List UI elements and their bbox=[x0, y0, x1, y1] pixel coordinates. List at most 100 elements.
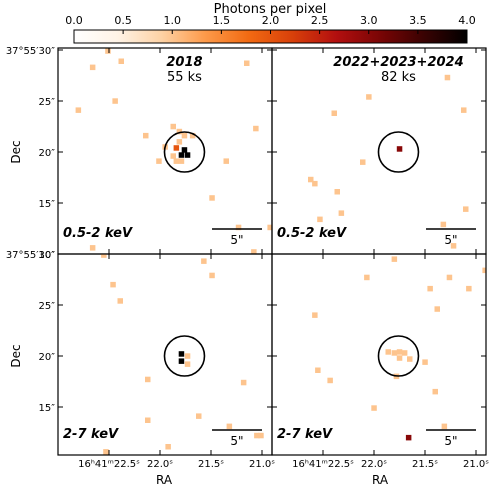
colorbar-title: Photons per pixel bbox=[214, 2, 327, 17]
scale-bar-label: 5" bbox=[444, 434, 457, 448]
photon-pixel bbox=[181, 147, 188, 153]
photon-pixel bbox=[422, 359, 428, 365]
photon-pixel bbox=[223, 158, 229, 164]
colorbar-tick-label: 1.5 bbox=[213, 14, 231, 27]
photon-pixel bbox=[201, 258, 207, 264]
dec-tick-label: 20″ bbox=[39, 352, 56, 363]
photon-pixel bbox=[396, 349, 403, 355]
photon-pixel bbox=[170, 153, 176, 159]
photon-pixel bbox=[105, 48, 111, 54]
energy-band-label: 2-7 keV bbox=[63, 427, 119, 442]
photon-pixel bbox=[173, 158, 180, 164]
photon-pixel bbox=[178, 351, 185, 357]
source-region-circle bbox=[377, 131, 420, 173]
photon-pixel bbox=[385, 349, 391, 355]
photon-pixel bbox=[371, 405, 377, 411]
photon-pixel bbox=[427, 285, 433, 292]
photon-pixel bbox=[117, 298, 123, 304]
photon-pixel bbox=[273, 84, 279, 90]
photon-pixel bbox=[391, 350, 398, 356]
photon-pixel bbox=[145, 417, 151, 423]
photon-pixel bbox=[178, 358, 185, 364]
photon-group bbox=[312, 256, 491, 441]
photon-pixel bbox=[258, 432, 264, 439]
energy-band-label: 0.5-2 keV bbox=[277, 226, 347, 241]
photon-pixel bbox=[488, 306, 491, 312]
photon-pixel bbox=[178, 152, 185, 158]
photon-pixel bbox=[463, 206, 469, 212]
photon-pixel bbox=[396, 355, 403, 361]
source-region-circle bbox=[377, 335, 420, 377]
photon-pixel bbox=[441, 423, 448, 430]
photon-pixel bbox=[240, 379, 247, 386]
photon-pixel bbox=[407, 356, 413, 362]
ra-tick-label: 16ʰ41ᵐ22.5ˢ bbox=[292, 459, 354, 470]
photon-pixel bbox=[391, 256, 398, 262]
dec-tick-label: 37°55′30″ bbox=[6, 46, 55, 57]
photon-pixel bbox=[312, 180, 318, 187]
epoch-label: 2022+2023+2024 bbox=[333, 55, 463, 70]
photon-pixel bbox=[181, 132, 188, 139]
scale-bar-label: 5" bbox=[444, 233, 457, 247]
photon-pixel bbox=[184, 152, 191, 158]
colorbar-tick-label: 2.0 bbox=[262, 14, 280, 27]
dec-tick-label: 20″ bbox=[39, 148, 56, 159]
photon-pixel bbox=[170, 123, 176, 130]
dec-tick-label: 25″ bbox=[39, 97, 56, 108]
photon-pixel bbox=[338, 210, 345, 216]
photon-pixel bbox=[209, 195, 215, 201]
photon-pixel bbox=[118, 58, 124, 64]
photon-pixel bbox=[173, 145, 180, 151]
photon-pixel bbox=[178, 158, 185, 164]
photon-pixel bbox=[143, 132, 149, 139]
photon-pixel bbox=[308, 176, 314, 183]
ra-tick-label: 16ʰ41ᵐ22.5ˢ bbox=[78, 459, 140, 470]
energy-band-label: 2-7 keV bbox=[277, 427, 333, 442]
photon-pixel bbox=[444, 74, 451, 81]
colorbar-ticks bbox=[73, 30, 468, 34]
photon-pixel bbox=[315, 367, 321, 373]
colorbar-tick-label: 0.0 bbox=[65, 14, 83, 27]
photon-pixel bbox=[312, 312, 318, 318]
exposure-label: 82 ks bbox=[381, 70, 416, 85]
y-axis-label-bottom: Dec bbox=[9, 344, 23, 367]
photon-pixel bbox=[254, 432, 260, 439]
scale-bar-label: 5" bbox=[230, 233, 243, 247]
photon-pixel bbox=[101, 254, 107, 258]
photon-pixel bbox=[317, 216, 323, 223]
source-region-circle bbox=[163, 335, 206, 377]
photon-pixel bbox=[75, 107, 82, 113]
photon-pixel bbox=[235, 224, 242, 231]
colorbar-tick-label: 1.0 bbox=[164, 14, 182, 27]
exposure-label: 55 ks bbox=[167, 70, 202, 85]
photon-pixel bbox=[450, 243, 457, 249]
photon-pixel bbox=[267, 224, 272, 231]
photon-pixel bbox=[226, 423, 233, 430]
photon-pixel bbox=[364, 274, 370, 281]
colorbar-tick-label: 2.5 bbox=[311, 14, 329, 27]
photon-pixel bbox=[189, 132, 196, 139]
colorbar-tick-label: 4.0 bbox=[458, 14, 476, 27]
photon-pixel bbox=[176, 139, 183, 145]
photon-pixel bbox=[482, 267, 486, 274]
photon-pixel bbox=[446, 274, 453, 281]
photon-pixel bbox=[103, 449, 109, 455]
scale-bar-label: 5" bbox=[230, 434, 243, 448]
colorbar-tick-labels: 0.0 0.5 1.0 1.5 2.0 2.5 3.0 3.5 4.0 bbox=[65, 14, 476, 27]
photon-pixel bbox=[432, 388, 438, 395]
colorbar-tick-label: 3.5 bbox=[409, 14, 427, 27]
ra-tick-label: 21.0ˢ bbox=[463, 459, 489, 470]
source-region-circle bbox=[163, 131, 206, 173]
photon-pixel bbox=[156, 158, 162, 164]
x-axis-label-left: RA bbox=[156, 473, 173, 487]
photon-pixel bbox=[184, 353, 191, 359]
photon-group bbox=[308, 74, 469, 249]
photon-pixel bbox=[461, 107, 467, 113]
photon-pixel bbox=[327, 377, 333, 384]
epoch-label: 2018 bbox=[166, 55, 202, 70]
photon-pixel bbox=[184, 361, 191, 367]
